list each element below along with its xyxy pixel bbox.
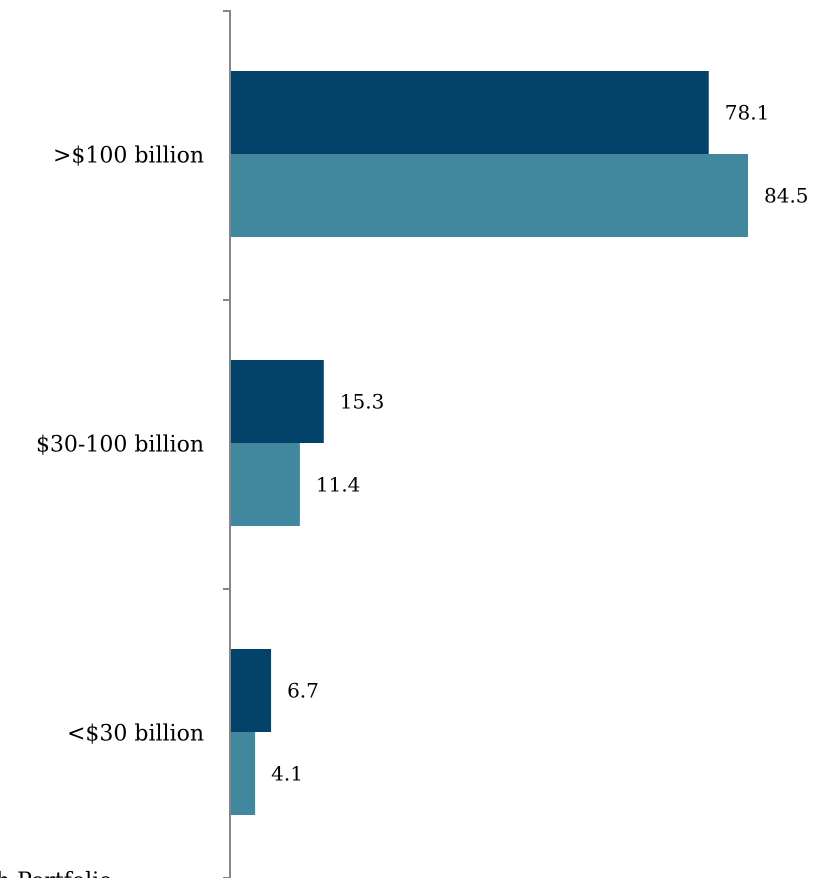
value-label-series-0-30-100-billion: 15.3 (340, 390, 385, 414)
bar-series-1-30-billion (230, 732, 256, 815)
category-labels-layer: >$100 billion $30-100 billion <$30 billion (36, 144, 204, 747)
value-labels-layer: 78.1 84.5 15.3 11.4 6.7 4.1 (271, 101, 808, 786)
value-label-series-1-30-billion: 4.1 (271, 762, 303, 786)
value-label-series-0-30-billion: 6.7 (287, 679, 319, 703)
category-label-30-billion: <$30 billion (67, 722, 204, 747)
value-label-series-1-30-100-billion: 11.4 (316, 473, 361, 497)
bar-series-0-30-100-billion (230, 360, 324, 443)
bar-series-0-30-billion (230, 649, 272, 732)
category-label-100-billion: >$100 billion (53, 144, 204, 169)
bar-series-1-30-100-billion (230, 443, 300, 526)
bars-layer (230, 71, 748, 815)
bar-series-1-100-billion (230, 154, 748, 237)
bar-series-0-100-billion (230, 71, 709, 154)
value-label-series-0-100-billion: 78.1 (725, 101, 770, 125)
value-label-series-1-100-billion: 84.5 (764, 184, 809, 208)
category-label-30-100-billion: $30-100 billion (36, 433, 204, 458)
category-axis (223, 10, 231, 879)
legend-fragment: h Portfolio (0, 869, 112, 878)
